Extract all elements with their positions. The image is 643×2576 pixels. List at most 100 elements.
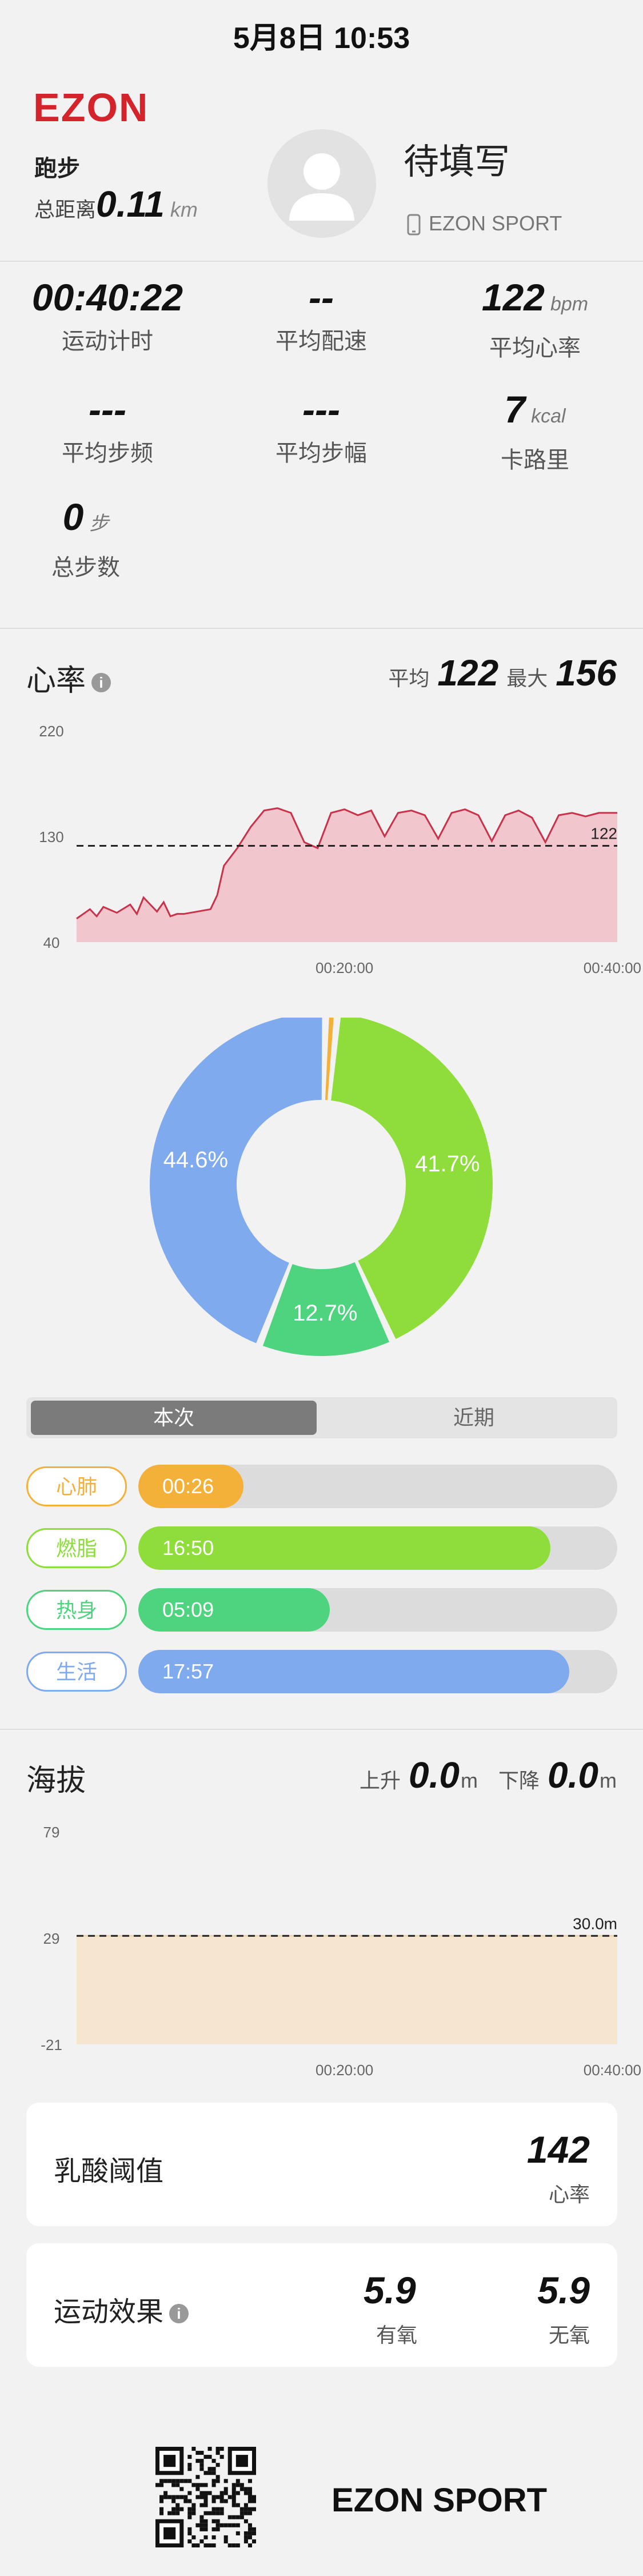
qr-module [199, 2483, 204, 2487]
brand-logo: EZON [33, 85, 149, 130]
qr-module [211, 2543, 216, 2547]
pie-slice-label: 12.7% [293, 1301, 357, 1326]
qr-module [239, 2511, 244, 2515]
zone-tag: 燃脂 [26, 1528, 127, 1568]
stat-unit: bpm [550, 293, 589, 315]
zone-row: 热身 05:09 [26, 1588, 617, 1632]
qr-module [187, 2515, 192, 2519]
qr-module [227, 2523, 232, 2527]
heart-rate-title-text: 心率 [26, 664, 86, 697]
sport-type: 跑步 [34, 156, 80, 181]
stat-label: 平均步频 [62, 441, 153, 466]
status-time: 5月8日 10:53 [233, 22, 410, 55]
qr-module [171, 2479, 176, 2483]
qr-module [235, 2479, 240, 2483]
qr-module [179, 2495, 184, 2499]
qr-module [215, 2511, 220, 2515]
qr-module [163, 2479, 168, 2483]
pie-slice [150, 1018, 322, 1343]
segment-current[interactable]: 本次 [31, 1401, 317, 1435]
qr-module [219, 2495, 224, 2499]
qr-module [211, 2483, 216, 2487]
qr-module [219, 2511, 224, 2515]
qr-module [219, 2507, 224, 2511]
qr-module [187, 2527, 192, 2531]
qr-module [199, 2495, 204, 2499]
qr-module [207, 2455, 212, 2459]
stat-label: 平均配速 [275, 329, 367, 354]
qr-module [203, 2523, 208, 2527]
down-label: 下降 [498, 1769, 540, 1792]
qr-module [203, 2491, 208, 2495]
qr-module [195, 2475, 200, 2479]
lactate-title: 乳酸阈值 [54, 2156, 164, 2187]
qr-module [251, 2507, 256, 2511]
qr-module [171, 2483, 176, 2487]
qr-finder [235, 2455, 248, 2467]
qr-module [187, 2507, 192, 2511]
segment-recent[interactable]: 近期 [453, 1406, 494, 1429]
zone-fill: 17:57 [138, 1650, 570, 1693]
qr-module [223, 2491, 228, 2495]
qr-module [167, 2511, 172, 2515]
series-area [77, 1936, 617, 2044]
qr-module [215, 2523, 220, 2527]
stat-label: 平均步幅 [275, 441, 367, 466]
qr-module [231, 2491, 236, 2495]
qr-module [195, 2483, 200, 2487]
qr-module [187, 2511, 192, 2515]
y-tick-label: 130 [39, 828, 63, 846]
qr-module [211, 2471, 216, 2475]
username[interactable]: 待填写 [404, 142, 510, 182]
up-unit: m [461, 1769, 478, 1792]
zone-track: 00:26 [138, 1465, 617, 1508]
qr-module [211, 2459, 216, 2463]
qr-module [199, 2527, 204, 2531]
qr-module [171, 2507, 176, 2511]
qr-module [211, 2495, 216, 2499]
zone-tag: 生活 [26, 1652, 127, 1692]
x-tick-label: 00:20:00 [315, 2061, 373, 2079]
qr-module [163, 2495, 168, 2499]
stat-stride: --- 平均步幅 [224, 386, 418, 468]
stat-duration: 00:40:22 运动计时 [10, 274, 205, 356]
qr-module [219, 2455, 224, 2459]
info-icon[interactable]: i [169, 2304, 189, 2324]
effect-title: 运动效果 i [54, 2289, 189, 2329]
qr-module [207, 2471, 212, 2475]
qr-module [247, 2491, 252, 2495]
zone-fill: 16:50 [138, 1526, 550, 1570]
qr-module [227, 2495, 232, 2499]
anaerobic-label: 无氧 [548, 2323, 590, 2347]
qr-module [243, 2487, 248, 2491]
altitude-chart: 79 29 -21 30.0m 00:20:00 00:40:00 [41, 1824, 641, 2079]
qr-module [203, 2535, 208, 2539]
zone-row: 燃脂 16:50 [26, 1526, 617, 1570]
qr-module [251, 2499, 256, 2503]
qr-module [199, 2451, 204, 2455]
user-avatar-icon[interactable] [267, 129, 376, 238]
qr-module [195, 2487, 200, 2491]
qr-module [203, 2471, 208, 2475]
info-icon[interactable]: i [91, 673, 111, 693]
stat-value: --- [302, 388, 340, 430]
total-distance-unit: km [170, 198, 198, 221]
qr-module [219, 2447, 224, 2451]
pie-slice-label: 44.6% [163, 1147, 228, 1173]
qr-module [247, 2523, 252, 2527]
qr-module [207, 2511, 212, 2515]
pie-slice [331, 1018, 493, 1339]
y-tick-label: 40 [43, 934, 60, 951]
y-tick-label: 220 [39, 723, 63, 740]
qr-module [203, 2483, 208, 2487]
qr-module [207, 2467, 212, 2471]
qr-module [215, 2463, 220, 2467]
qr-module [215, 2507, 220, 2511]
qr-module [195, 2543, 200, 2547]
avg-value: 122 [437, 652, 499, 693]
qr-module [251, 2495, 256, 2499]
zone-track: 17:57 [138, 1650, 617, 1693]
qr-module [243, 2519, 248, 2523]
divider [0, 628, 643, 629]
qr-module [179, 2479, 184, 2483]
